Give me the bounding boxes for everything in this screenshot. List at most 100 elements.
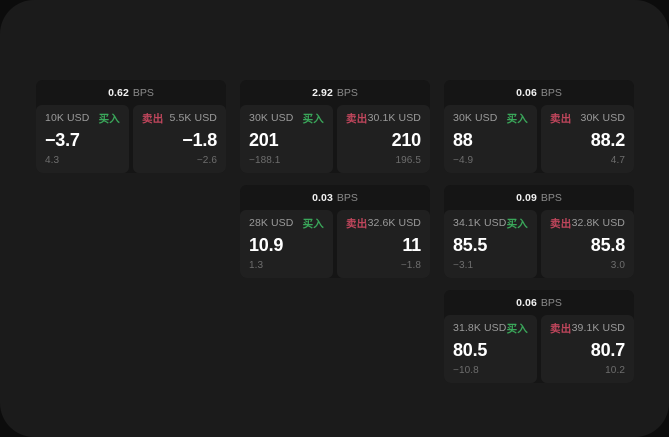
spread-value: 2.92 xyxy=(312,86,333,99)
buy-delta: −188.1 xyxy=(249,155,281,166)
card-header: 0.62 BPS xyxy=(36,80,226,105)
card-body: 30K USD 买入 88 −4.9 卖出 30K USD 88.2 xyxy=(444,105,634,173)
spread-unit: BPS xyxy=(540,191,562,204)
sell-side[interactable]: 卖出 30K USD 88.2 4.7 xyxy=(541,105,634,173)
buy-delta: −10.8 xyxy=(453,365,479,376)
spread-value: 0.03 xyxy=(312,191,333,204)
buy-side[interactable]: 10K USD 买入 −3.7 4.3 xyxy=(36,105,129,173)
quote-card[interactable]: 0.03 BPS 28K USD 买入 10.9 1.3 xyxy=(240,185,430,278)
card-header: 0.03 BPS xyxy=(240,185,430,210)
sell-tag: 卖出 xyxy=(346,217,368,230)
buy-size-label: 30K USD xyxy=(453,112,498,124)
buy-size-label: 30K USD xyxy=(249,112,294,124)
buy-size-label: 31.8K USD xyxy=(453,322,507,334)
sell-price: 88.2 xyxy=(590,130,625,150)
card-body: 10K USD 买入 −3.7 4.3 卖出 5.5K USD −1.8 xyxy=(36,105,226,173)
buy-size-label: 34.1K USD xyxy=(453,217,507,229)
buy-side[interactable]: 28K USD 买入 10.9 1.3 xyxy=(240,210,333,278)
spread-unit: BPS xyxy=(336,86,358,99)
sell-side[interactable]: 卖出 32.6K USD 11 −1.8 xyxy=(337,210,430,278)
buy-side-header: 31.8K USD 买入 xyxy=(453,322,528,335)
spread-value: 0.09 xyxy=(516,191,537,204)
sell-side-header: 卖出 5.5K USD xyxy=(142,112,217,125)
sell-side[interactable]: 卖出 30.1K USD 210 196.5 xyxy=(337,105,430,173)
sell-size-label: 30K USD xyxy=(580,112,625,124)
sell-delta: 196.5 xyxy=(395,155,421,166)
sell-size-label: 39.1K USD xyxy=(571,322,625,334)
quote-card[interactable]: 0.06 BPS 31.8K USD 买入 80.5 −10.8 xyxy=(444,290,634,383)
buy-delta: −3.1 xyxy=(453,260,474,271)
buy-side[interactable]: 34.1K USD 买入 85.5 −3.1 xyxy=(444,210,537,278)
spread-value: 0.62 xyxy=(108,86,129,99)
buy-side[interactable]: 30K USD 买入 201 −188.1 xyxy=(240,105,333,173)
buy-delta: 1.3 xyxy=(249,260,264,271)
quote-card[interactable]: 0.09 BPS 34.1K USD 买入 85.5 −3.1 xyxy=(444,185,634,278)
sell-delta: 4.7 xyxy=(610,155,625,166)
buy-delta: 4.3 xyxy=(45,155,60,166)
sell-side-header: 卖出 30.1K USD xyxy=(346,112,421,125)
sell-side[interactable]: 卖出 32.8K USD 85.8 3.0 xyxy=(541,210,634,278)
sell-size-label: 5.5K USD xyxy=(169,112,217,124)
buy-delta: −4.9 xyxy=(453,155,474,166)
card-header: 0.06 BPS xyxy=(444,80,634,105)
sell-side[interactable]: 卖出 5.5K USD −1.8 −2.6 xyxy=(133,105,226,173)
sell-delta: 3.0 xyxy=(610,260,625,271)
buy-tag: 买入 xyxy=(506,112,528,125)
spread-unit: BPS xyxy=(540,86,562,99)
buy-size-label: 28K USD xyxy=(249,217,294,229)
buy-side[interactable]: 31.8K USD 买入 80.5 −10.8 xyxy=(444,315,537,383)
spread-unit: BPS xyxy=(540,296,562,309)
sell-tag: 卖出 xyxy=(550,217,572,230)
buy-tag: 买入 xyxy=(302,112,324,125)
quote-card-grid: 0.62 BPS 10K USD 买入 −3.7 4.3 xyxy=(36,80,634,390)
sell-delta: −2.6 xyxy=(196,155,217,166)
card-header: 2.92 BPS xyxy=(240,80,430,105)
sell-price: 85.8 xyxy=(590,235,625,255)
quote-card[interactable]: 2.92 BPS 30K USD 买入 201 −188.1 xyxy=(240,80,430,173)
card-header: 0.09 BPS xyxy=(444,185,634,210)
buy-side-header: 34.1K USD 买入 xyxy=(453,217,528,230)
sell-side-header: 卖出 32.8K USD xyxy=(550,217,625,230)
buy-tag: 买入 xyxy=(506,217,528,230)
sell-price: 80.7 xyxy=(590,340,625,360)
sell-delta: −1.8 xyxy=(400,260,421,271)
buy-price: 85.5 xyxy=(453,235,488,255)
buy-side-header: 30K USD 买入 xyxy=(249,112,324,125)
card-body: 31.8K USD 买入 80.5 −10.8 卖出 39.1K USD 80 xyxy=(444,315,634,383)
sell-size-label: 32.6K USD xyxy=(367,217,421,229)
spread-value: 0.06 xyxy=(516,86,537,99)
sell-price: 11 xyxy=(402,235,421,255)
buy-tag: 买入 xyxy=(302,217,324,230)
buy-price: 88 xyxy=(453,130,473,150)
buy-side-header: 10K USD 买入 xyxy=(45,112,120,125)
sell-size-label: 30.1K USD xyxy=(367,112,421,124)
buy-tag: 买入 xyxy=(506,322,528,335)
sell-side-header: 卖出 30K USD xyxy=(550,112,625,125)
spread-unit: BPS xyxy=(132,86,154,99)
card-header: 0.06 BPS xyxy=(444,290,634,315)
buy-price: 10.9 xyxy=(249,235,284,255)
sell-size-label: 32.8K USD xyxy=(571,217,625,229)
sell-side-header: 卖出 39.1K USD xyxy=(550,322,625,335)
sell-price: 210 xyxy=(391,130,422,150)
buy-price: 80.5 xyxy=(453,340,488,360)
sell-tag: 卖出 xyxy=(550,322,572,335)
sell-tag: 卖出 xyxy=(550,112,572,125)
spread-value: 0.06 xyxy=(516,296,537,309)
buy-price: 201 xyxy=(249,130,279,150)
sell-tag: 卖出 xyxy=(142,112,164,125)
sell-delta: 10.2 xyxy=(605,365,625,376)
sell-price: −1.8 xyxy=(182,130,217,150)
spread-unit: BPS xyxy=(336,191,358,204)
card-body: 30K USD 买入 201 −188.1 卖出 30.1K USD 210 xyxy=(240,105,430,173)
quote-card[interactable]: 0.62 BPS 10K USD 买入 −3.7 4.3 xyxy=(36,80,226,173)
buy-side[interactable]: 30K USD 买入 88 −4.9 xyxy=(444,105,537,173)
sell-tag: 卖出 xyxy=(346,112,368,125)
sell-side[interactable]: 卖出 39.1K USD 80.7 10.2 xyxy=(541,315,634,383)
buy-side-header: 28K USD 买入 xyxy=(249,217,324,230)
quote-card[interactable]: 0.06 BPS 30K USD 买入 88 −4.9 xyxy=(444,80,634,173)
buy-price: −3.7 xyxy=(45,130,80,150)
buy-side-header: 30K USD 买入 xyxy=(453,112,528,125)
buy-tag: 买入 xyxy=(98,112,120,125)
